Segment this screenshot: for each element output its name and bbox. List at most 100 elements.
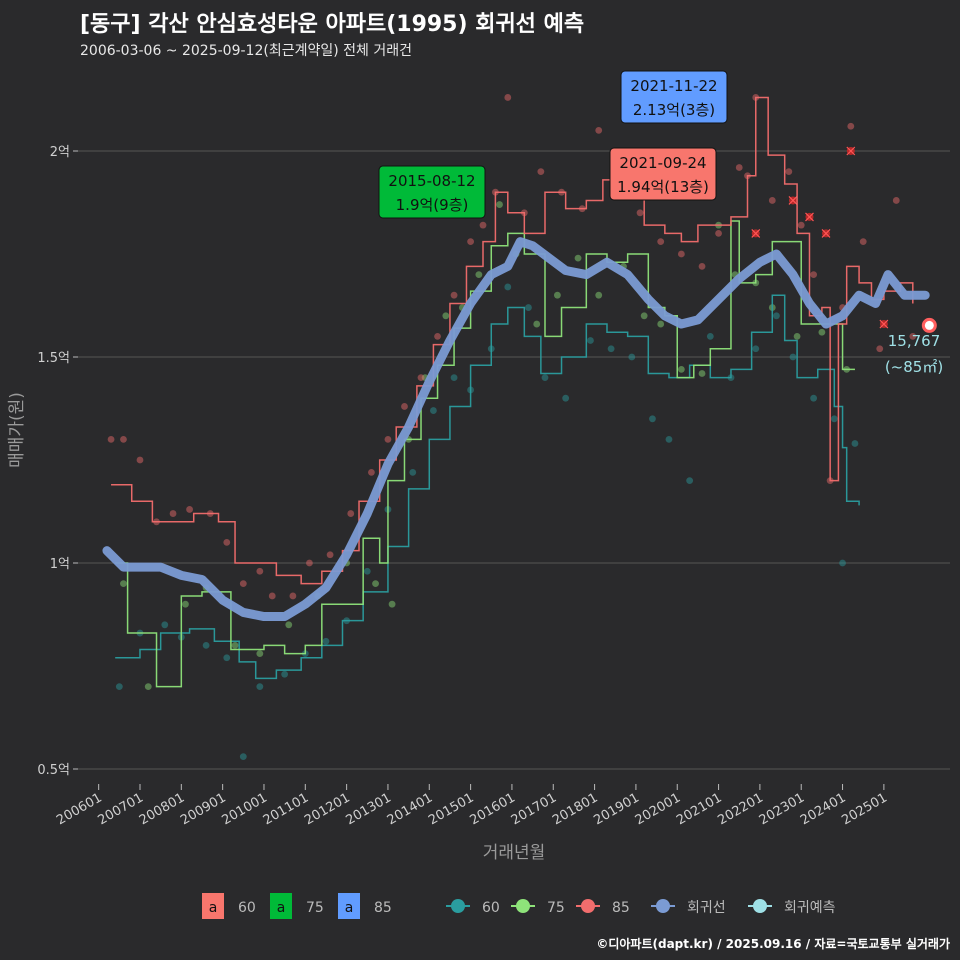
scatter-point-s60 [628, 353, 636, 361]
y-tick-label: 2억 [50, 145, 70, 160]
forecast-area: (~85㎡) [885, 358, 943, 376]
scatter-point-s85 [169, 510, 177, 517]
scatter-point-s75 [372, 580, 379, 587]
legend-label: 75 [547, 900, 565, 916]
x-axis-label: 거래년월 [483, 843, 546, 863]
scatter-point-s85 [239, 580, 247, 587]
legend-line-marker [451, 899, 465, 913]
scatter-point-s75 [574, 254, 582, 262]
scatter-points [107, 94, 917, 761]
scatter-point-s75 [698, 370, 706, 377]
series-line-75 [115, 220, 855, 688]
annotation-date: 2021-09-24 [619, 154, 706, 172]
x-tick-label: 202401 [798, 790, 848, 828]
x-tick-label: 202101 [674, 790, 724, 828]
scatter-point-s60 [363, 567, 371, 575]
scatter-point-s75 [533, 320, 541, 328]
x-tick-label: 201001 [219, 790, 269, 828]
outlier-cross [879, 319, 889, 329]
annotation-value: 1.94억(13층) [617, 178, 709, 196]
x-tick-label: 200901 [178, 790, 228, 828]
scatter-point-s85 [797, 221, 805, 229]
scatter-point-s60 [504, 283, 512, 291]
scatter-point-s85 [785, 168, 793, 176]
scatter-point-s85 [537, 168, 545, 176]
scatter-point-s85 [467, 238, 475, 246]
legend: a 60 a 75 a 85 60 75 85 회귀선 회귀예측 [202, 893, 836, 919]
x-tick-label: 201501 [426, 790, 476, 828]
annotation-value: 2.13억(3층) [633, 101, 715, 119]
scatter-point-s85 [479, 221, 487, 229]
outlier-cross [805, 212, 814, 222]
series-line-60 [115, 294, 860, 680]
outlier-cross [788, 196, 798, 205]
forecast-point [921, 317, 937, 333]
scatter-point-s85 [892, 197, 900, 204]
scatter-point-s85 [107, 436, 115, 443]
scatter-point-s60 [810, 394, 818, 402]
x-tick-label: 201701 [509, 790, 559, 828]
legend-key-glyph: a [209, 900, 218, 916]
scatter-point-s75 [553, 291, 561, 299]
annotations: 15,767 (~85㎡) 2015-08-12 1.9억(9층) 2021-09-24… [378, 70, 943, 376]
scatter-point-s60 [239, 753, 247, 761]
y-tick-label: 1억 [50, 557, 70, 572]
scatter-point-s60 [851, 440, 859, 447]
scatter-point-s60 [686, 477, 694, 484]
scatter-point-s85 [434, 333, 441, 340]
legend-line-marker [753, 899, 767, 913]
legend-key-glyph: a [277, 900, 286, 916]
scatter-point-s85 [909, 333, 917, 340]
x-tick-label: 201601 [467, 790, 517, 828]
x-tick-label: 202201 [715, 790, 765, 828]
legend-line-marker [581, 899, 595, 913]
scatter-point-s75 [677, 365, 685, 373]
scatter-point-s75 [475, 271, 483, 278]
regression-line [102, 237, 930, 622]
scatter-point-s60 [562, 394, 570, 402]
scatter-point-s85 [859, 238, 867, 246]
scatter-point-s75 [120, 580, 127, 587]
scatter-point-s60 [161, 621, 169, 629]
scatter-point-s85 [136, 456, 144, 464]
y-tick-label: 0.5억 [37, 763, 70, 778]
scatter-point-s85 [847, 122, 855, 130]
scatter-point-s75 [144, 683, 152, 690]
scatter-point-s60 [665, 436, 673, 443]
x-tick-label: 201901 [591, 790, 641, 828]
x-tick-label: 201201 [302, 790, 352, 828]
scatter-point-s85 [306, 559, 313, 567]
series-lines [111, 96, 914, 688]
scatter-point-s60 [430, 407, 437, 414]
scatter-point-s60 [649, 415, 656, 423]
scatter-point-s85 [120, 436, 127, 443]
scatter-point-s60 [773, 312, 780, 320]
scatter-point-s60 [607, 345, 615, 353]
y-axis-label: 매매가(원) [7, 392, 27, 468]
legend-key-box [338, 893, 360, 919]
legend-key-box [202, 893, 224, 919]
scatter-point-s60 [789, 353, 797, 361]
scatter-point-s85 [595, 126, 603, 134]
scatter-point-s60 [706, 333, 714, 340]
scatter-point-s85 [450, 291, 458, 299]
x-tick-label: 201401 [385, 790, 435, 828]
scatter-point-s60 [752, 345, 760, 353]
scatter-point-s75 [496, 201, 503, 208]
x-tick-label: 202001 [633, 790, 683, 828]
legend-key-glyph: a [345, 900, 354, 916]
scatter-point-s60 [256, 683, 264, 690]
scatter-point-s60 [525, 304, 532, 311]
scatter-point-s75 [182, 600, 189, 608]
annotation-box [609, 147, 717, 201]
scatter-point-s75 [256, 650, 264, 658]
scatter-point-s85 [636, 209, 644, 217]
outlier-cross [821, 228, 831, 238]
scatter-point-s85 [223, 539, 231, 546]
scatter-point-s60 [587, 337, 594, 344]
x-tick-label: 201101 [261, 790, 311, 828]
scatter-point-s85 [256, 567, 264, 575]
annotation-date: 2015-08-12 [388, 172, 475, 190]
